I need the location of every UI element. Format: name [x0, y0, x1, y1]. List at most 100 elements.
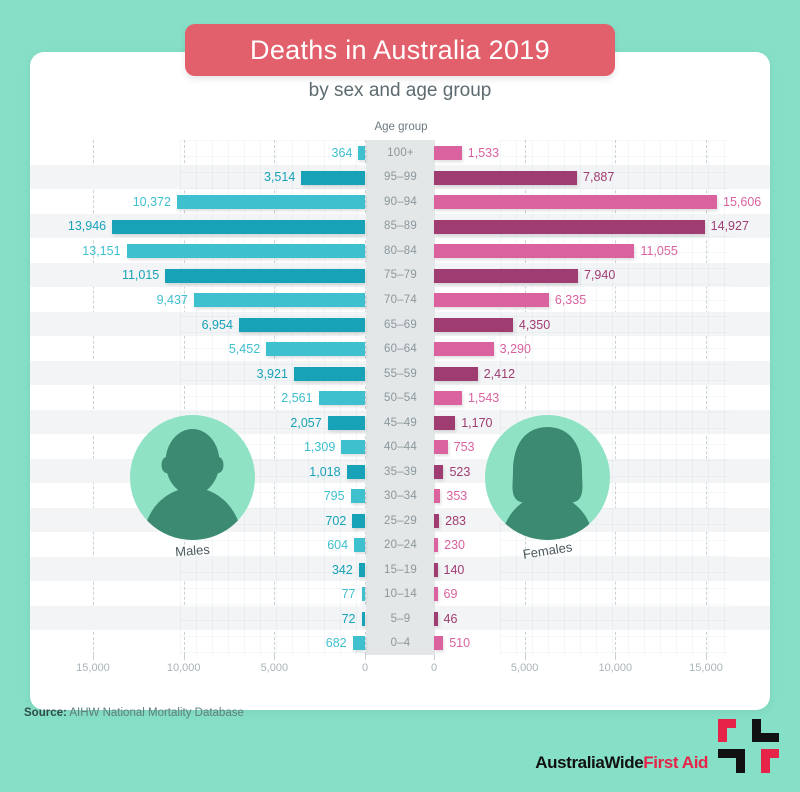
female-value-label: 230: [444, 538, 466, 553]
male-value-label: 364: [331, 145, 353, 160]
male-value-label: 11,015: [121, 268, 160, 283]
chart-row: 77 69 10–14: [30, 581, 770, 607]
male-bar: [293, 366, 365, 381]
chart-row: 795 353 30–34: [30, 483, 770, 509]
female-bar: [434, 415, 456, 430]
male-bar: [352, 513, 365, 528]
male-bar: [341, 440, 365, 455]
female-bar: [434, 195, 717, 210]
chart-row: 3,921 2,412 55–59: [30, 361, 770, 387]
age-group-label: 35–39: [384, 465, 417, 478]
male-bar: [350, 489, 365, 504]
chart-row: 2,057 1,170 45–49: [30, 410, 770, 436]
male-value-label: 342: [331, 562, 353, 577]
female-value-label: 2,412: [483, 366, 516, 381]
female-value-label: 7,887: [583, 170, 615, 185]
male-value-label: 77: [341, 587, 356, 602]
female-avatar: Females: [485, 415, 610, 562]
chart-row: 10,372 15,606 90–94: [30, 189, 770, 215]
age-group-label: 60–64: [384, 343, 417, 356]
male-value-label: 604: [327, 538, 349, 553]
age-group-column: [366, 140, 435, 655]
age-group-label: 85–89: [384, 220, 417, 233]
female-bar: [434, 317, 513, 332]
page-subtitle: by sex and age group: [308, 80, 492, 101]
age-group-label: 65–69: [384, 318, 417, 331]
male-bar: [176, 195, 365, 210]
male-value-label: 2,057: [290, 415, 322, 430]
age-group-label: 55–59: [384, 367, 417, 380]
chart-row: 13,946 14,927 85–89: [30, 214, 770, 240]
male-value-label: 13,151: [82, 243, 121, 258]
female-value-label: 523: [449, 464, 471, 479]
female-value-label: 7,940: [583, 268, 616, 283]
female-bar: [434, 464, 444, 479]
age-group-label: 5–9: [390, 612, 411, 625]
female-bar: [434, 293, 549, 308]
age-group-label: 15–19: [384, 563, 417, 576]
female-value-label: 46: [443, 611, 458, 626]
age-group-label: 20–24: [384, 539, 417, 552]
axis-tick: [524, 655, 526, 660]
chart-row: 364 1,533 100+: [30, 140, 770, 166]
male-avatar: Males: [130, 415, 255, 559]
female-bar: [434, 636, 444, 651]
brand-logo-text: AustraliaWideFirst Aid: [535, 753, 708, 773]
female-bar: [434, 440, 448, 455]
male-bar: [266, 342, 365, 357]
chart-row: 3,514 7,887 95–99: [30, 165, 770, 191]
female-bar: [434, 342, 494, 357]
female-bar: [434, 489, 441, 504]
age-group-label: 45–49: [384, 416, 417, 429]
axis-tick-label: 0: [430, 662, 438, 674]
male-bar: [327, 415, 365, 430]
axis-tick-label: 10,000: [166, 662, 201, 674]
male-bar: [301, 170, 365, 185]
male-bar: [193, 293, 365, 308]
male-value-label: 9,437: [156, 293, 188, 307]
female-value-label: 353: [446, 489, 468, 504]
male-value-label: 13,946: [67, 219, 107, 234]
axis-tick-label: 15,000: [76, 662, 110, 674]
gridline: [706, 140, 707, 655]
female-bar: [434, 391, 462, 406]
male-value-label: 2,561: [281, 391, 313, 406]
male-value-label: 3,921: [256, 366, 288, 381]
male-bar: [318, 391, 365, 406]
page-title-banner: Deaths in Australia 2019: [185, 24, 615, 76]
female-bar: [434, 244, 635, 259]
chart-row: 604 230 20–24: [30, 532, 770, 558]
axis-tick: [706, 655, 707, 660]
female-bar: [434, 513, 440, 528]
female-bar: [434, 366, 478, 381]
female-bar: [434, 611, 438, 626]
chart-row: 9,437 6,335 70–74: [30, 287, 770, 313]
chart-row: 702 283 25–29: [30, 508, 770, 534]
gridline: [92, 140, 94, 655]
age-group-label: 90–94: [384, 195, 417, 208]
age-group-label: 50–54: [384, 392, 417, 405]
female-value-label: 69: [443, 587, 458, 602]
female-value-label: 3,290: [499, 342, 531, 357]
female-bar: [434, 562, 438, 577]
chart-row: 682 510 0–4: [30, 630, 770, 656]
male-value-label: 3,514: [264, 170, 296, 185]
axis-tick: [92, 655, 94, 660]
female-value-label: 140: [443, 562, 465, 577]
chart-row: 2,561 1,543 50–54: [30, 385, 770, 411]
gridline: [365, 140, 366, 655]
female-value-label: 15,606: [723, 194, 762, 209]
age-group-label: 10–14: [384, 588, 417, 601]
male-bar: [126, 244, 365, 259]
age-group-label: 0–4: [390, 637, 411, 650]
chart-row: 342 140 15–19: [30, 557, 770, 583]
male-value-label: 1,309: [303, 440, 336, 455]
male-value-label: 6,954: [201, 317, 233, 332]
female-value-label: 510: [449, 636, 471, 651]
female-bar: [434, 219, 705, 234]
female-bar: [434, 268, 578, 283]
axis-tick-label: 0: [361, 662, 369, 674]
chart-row: 5,452 3,290 60–64: [30, 336, 770, 362]
first-aid-cross-icon: [716, 715, 780, 777]
female-avatar-icon: [485, 415, 610, 540]
